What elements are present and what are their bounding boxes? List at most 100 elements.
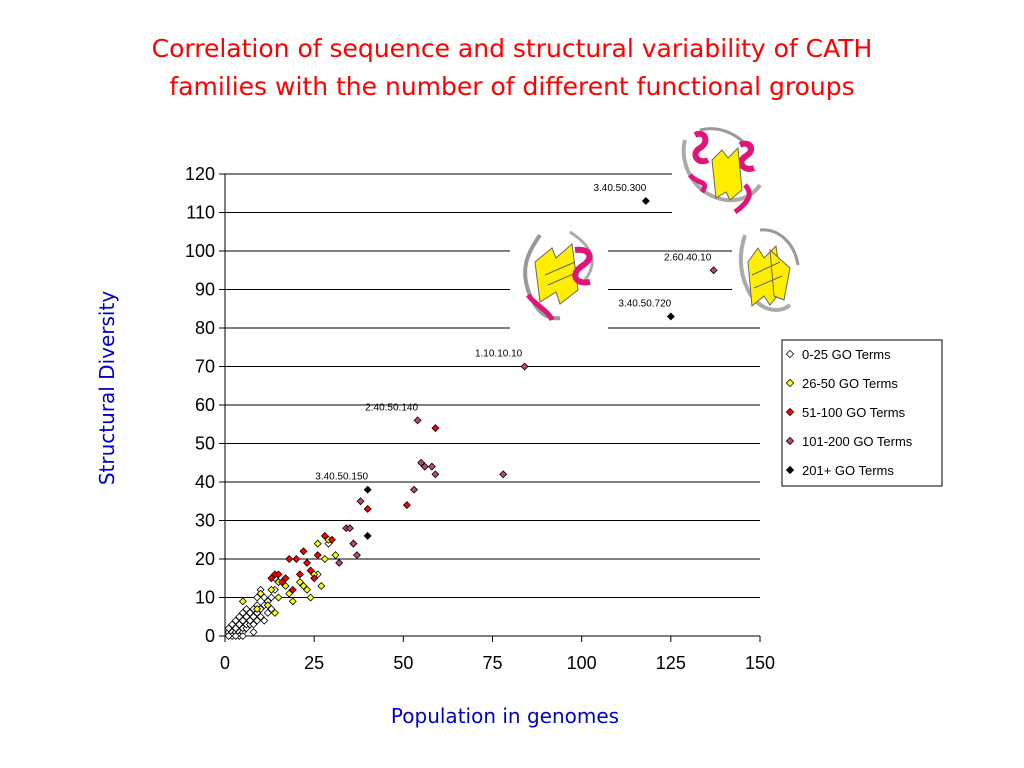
data-point [285,589,294,598]
x-tick-labels: 0 25 50 75 100 125 150 [220,636,775,673]
data-point [242,612,251,621]
slide-title: Correlation of sequence and structural v… [0,30,1024,106]
data-point [431,470,440,479]
legend-label-4: 101-200 GO Terms [802,434,913,449]
data-point [420,462,429,471]
legend-label-3: 51-100 GO Terms [802,405,906,420]
annotation-label: 3.40.50.300 [593,183,646,194]
legend-label-2: 26-50 GO Terms [802,376,898,391]
series-5 [363,196,675,540]
title-line-1: Correlation of sequence and structural v… [151,34,873,63]
data-point [520,362,529,371]
data-point [641,196,650,205]
y-axis-title: Structural Diversity [95,291,119,485]
y-tick-label-100: 100 [185,241,215,261]
y-tick-label-90: 90 [195,280,215,300]
series-1 [224,539,333,640]
legend-label-1: 0-25 GO Terms [802,347,891,362]
y-tick-label-80: 80 [195,318,215,338]
data-point [238,616,247,625]
data-points [224,196,718,640]
data-point [256,612,265,621]
data-point [303,558,311,567]
y-tick-label-60: 60 [195,395,215,415]
y-tick-label-20: 20 [195,549,215,569]
x-tick-label-75: 75 [482,653,502,673]
legend-marker-1 [785,349,795,359]
data-point [256,589,265,598]
data-point [238,608,247,617]
data-point [363,485,372,494]
x-tick-label-0: 0 [220,653,230,673]
data-point [267,585,276,594]
x-tick-label-25: 25 [304,653,324,673]
data-point [295,578,304,587]
data-point [274,593,283,602]
data-point [363,504,372,513]
data-point [260,593,269,602]
data-point [249,628,258,637]
data-point [288,597,297,606]
protein-structure-image-1 [510,215,608,330]
data-point [281,581,290,590]
legend-marker-3 [785,407,795,417]
series-4 [335,266,718,567]
annotation-label: 1.10.10.10 [475,349,523,360]
grid-lines [225,173,760,598]
y-tick-label-10: 10 [195,588,215,608]
data-point [363,531,372,540]
data-point [270,608,279,617]
data-point [313,551,322,560]
legend: 0-25 GO Terms 26-50 GO Terms 51-100 GO Ter… [781,339,943,487]
y-tick-label-120: 120 [185,164,215,184]
y-tick-labels: 0 10 20 30 40 50 60 70 80 90 100 110 120 [185,164,225,646]
data-point [238,632,247,640]
data-point [499,470,508,479]
x-tick-label-150: 150 [745,653,775,673]
data-point [235,620,244,629]
data-point [353,551,361,560]
data-point [306,593,315,602]
data-point [666,312,675,321]
data-point [356,497,365,506]
data-point [253,593,262,602]
point-annotations: 3.40.50.300 2.60.40.10 3.40.50.720 1.10.10.… [315,183,711,483]
protein-structure-image-2 [672,122,772,222]
data-point [709,266,718,275]
data-point [278,578,287,587]
data-point [349,539,358,548]
data-point [224,632,233,640]
data-point [288,585,297,594]
data-point [410,485,418,494]
data-point [427,462,436,471]
series-3 [267,424,440,594]
data-point [335,558,344,567]
y-tick-label-110: 110 [186,203,215,223]
data-point [331,551,340,560]
data-point [310,574,319,583]
data-point [303,585,311,594]
x-tick-label-125: 125 [656,653,686,673]
data-point [228,620,237,629]
data-point [299,547,308,556]
data-point [238,597,247,606]
annotation-label: 2.60.40.10 [664,252,712,263]
data-point [345,524,354,533]
data-point [260,616,269,625]
annotation-label: 3.40.50.150 [315,472,368,483]
protein-structure-image-3 [732,225,804,323]
data-point [285,555,294,563]
x-tick-label-50: 50 [393,653,413,673]
data-point [253,616,262,625]
annotation-label: 2.40.50.140 [365,402,418,413]
data-point [246,616,254,625]
data-point [317,581,326,590]
legend-box [781,339,943,487]
data-point [402,501,411,510]
legend-marker-4 [785,436,795,446]
data-point [267,605,276,614]
data-point [253,605,262,614]
data-point [249,612,258,621]
data-point [231,616,240,625]
data-point [328,535,336,544]
